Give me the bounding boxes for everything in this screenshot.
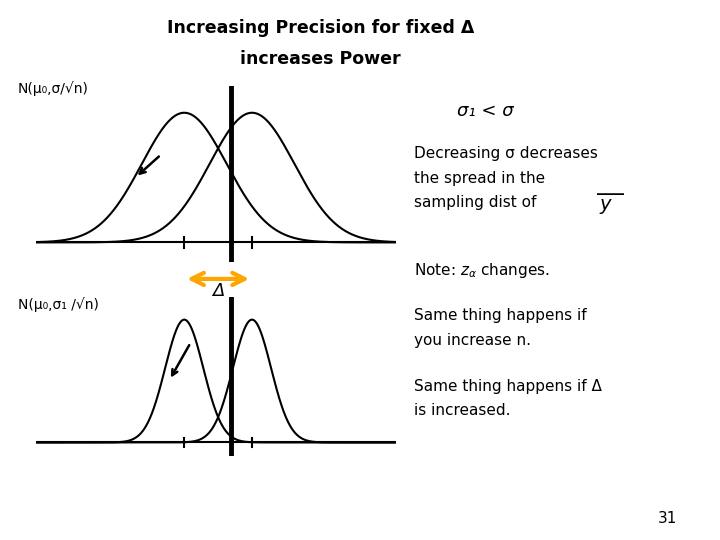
Text: $\mathit{y}$: $\mathit{y}$	[599, 197, 613, 216]
Text: Δ: Δ	[212, 282, 225, 300]
Text: Same thing happens if: Same thing happens if	[414, 308, 587, 323]
Text: you increase n.: you increase n.	[414, 333, 531, 348]
Text: Same thing happens if Δ: Same thing happens if Δ	[414, 379, 602, 394]
Text: is increased.: is increased.	[414, 403, 510, 418]
Text: N(μ₀,σ/√n): N(μ₀,σ/√n)	[18, 82, 89, 97]
Text: N(μ₀,σ₁ /√n): N(μ₀,σ₁ /√n)	[18, 298, 99, 313]
Text: Increasing Precision for fixed Δ: Increasing Precision for fixed Δ	[167, 19, 474, 37]
Text: Decreasing σ decreases: Decreasing σ decreases	[414, 146, 598, 161]
Text: sampling dist of: sampling dist of	[414, 195, 536, 210]
Text: σ₁ < σ: σ₁ < σ	[457, 102, 514, 120]
Text: Note: $z_{\alpha}$ changes.: Note: $z_{\alpha}$ changes.	[414, 260, 550, 280]
Text: 31: 31	[657, 511, 677, 526]
Text: increases Power: increases Power	[240, 50, 401, 68]
Text: the spread in the: the spread in the	[414, 171, 545, 186]
